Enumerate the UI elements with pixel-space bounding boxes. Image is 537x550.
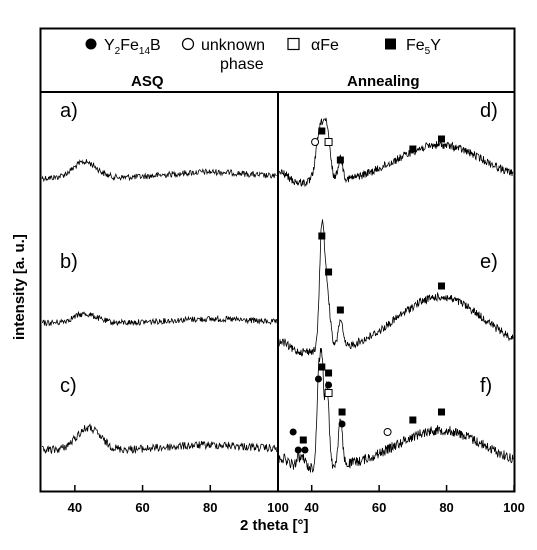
- header-asq: ASQ: [131, 73, 164, 90]
- trace-e: [278, 219, 514, 357]
- marker-f-filled-circle-1: [314, 375, 322, 383]
- panel-label-a: a): [60, 100, 78, 122]
- marker-f-filled-square-5: [338, 408, 346, 416]
- trace-d: [278, 117, 514, 188]
- marker-f-open-circle-11: [383, 428, 392, 436]
- panel-label-e: e): [480, 251, 498, 273]
- panel-label-b: b): [60, 251, 78, 273]
- x-tick-label-left-40: 40: [68, 500, 82, 515]
- y-axis-title: intensity [a. u.]: [11, 234, 28, 340]
- marker-f-filled-circle-9: [294, 446, 302, 454]
- legend-label-unknown: unknown: [201, 37, 265, 54]
- marker-d-open-circle-1: [311, 138, 320, 146]
- trace-a: [41, 159, 277, 183]
- x-tick-label-right-100: 100: [503, 500, 525, 515]
- trace-c: [41, 423, 277, 455]
- legend-marker-filled-square: [385, 38, 396, 50]
- marker-f-filled-square-13: [438, 408, 446, 416]
- marker-f-filled-circle-6: [338, 420, 346, 428]
- marker-f-filled-circle-10: [301, 446, 309, 454]
- marker-e-filled-square-3: [438, 282, 446, 290]
- marker-e-filled-square-2: [336, 306, 344, 314]
- marker-f-filled-circle-3: [325, 381, 333, 389]
- marker-d-filled-square-3: [336, 156, 344, 164]
- legend-marker-filled-circle: [85, 38, 97, 50]
- marker-f-open-square-4: [324, 389, 333, 397]
- x-tick-label-right-40: 40: [304, 500, 318, 515]
- x-tick-label-right-60: 60: [372, 500, 386, 515]
- legend-label-alphafe: αFe: [311, 37, 339, 54]
- legend-label-phase: phase: [220, 56, 264, 73]
- x-tick-label-left-60: 60: [135, 500, 149, 515]
- x-axis-title: 2 theta [°]: [240, 517, 309, 534]
- trace-b: [42, 310, 277, 327]
- header-annealing: Annealing: [347, 73, 420, 90]
- panel-label-f: f): [480, 375, 492, 397]
- marker-e-filled-square-0: [318, 232, 326, 240]
- marker-d-filled-square-5: [438, 135, 446, 143]
- legend-marker-open-circle: [181, 37, 195, 51]
- marker-e-filled-square-1: [325, 268, 333, 276]
- x-tick-label-left-80: 80: [203, 500, 217, 515]
- x-tick-label-left-100: 100: [267, 500, 289, 515]
- marker-f-filled-square-12: [409, 416, 417, 424]
- marker-d-open-square-2: [324, 138, 333, 146]
- marker-f-filled-square-0: [318, 363, 326, 371]
- marker-f-filled-circle-7: [289, 428, 297, 436]
- legend-label-y2fe14b: Y2Fe14B: [104, 37, 161, 57]
- legend-label-fe5y: Fe5Y: [406, 37, 441, 57]
- trace-f: [278, 347, 514, 473]
- legend-marker-open-square: [287, 37, 300, 51]
- panel-label-d: d): [480, 100, 498, 122]
- marker-d-filled-square-4: [409, 145, 417, 153]
- marker-f-filled-square-2: [325, 369, 333, 377]
- marker-f-filled-square-8: [299, 436, 307, 444]
- x-tick-label-right-80: 80: [439, 500, 453, 515]
- panel-label-c: c): [60, 375, 77, 397]
- legend: Y2Fe14B unknown phase αFe Fe5Y: [85, 37, 441, 73]
- marker-d-filled-square-0: [318, 127, 326, 135]
